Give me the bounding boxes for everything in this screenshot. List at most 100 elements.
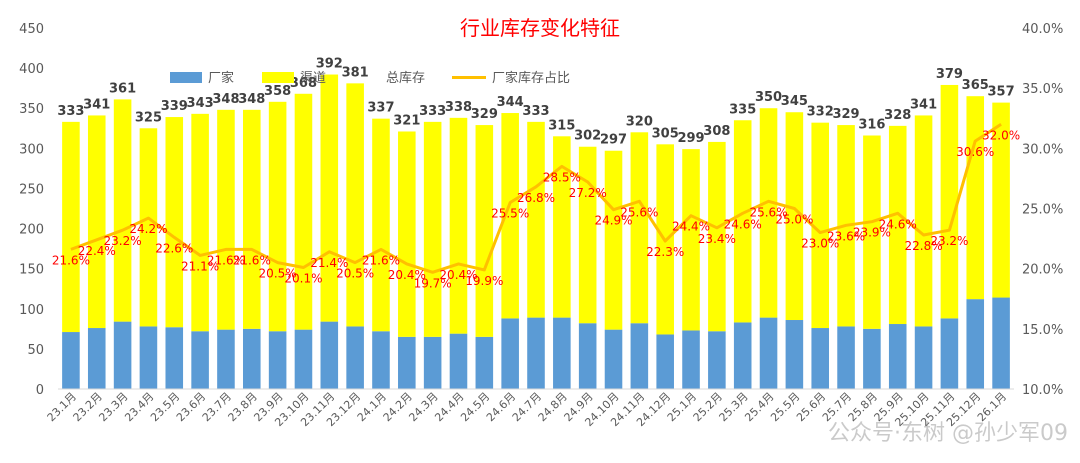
total-label: 297	[600, 133, 627, 148]
pct-label: 25.6%	[620, 205, 658, 219]
total-label: 368	[290, 76, 317, 91]
right-axis-tick-label: 20.0%	[1022, 263, 1063, 278]
pct-label: 24.6%	[879, 217, 917, 231]
legend-label-factory: 厂家	[208, 70, 234, 86]
bar-channel	[242, 109, 261, 329]
legend-label-share: 厂家库存占比	[492, 70, 570, 86]
total-label: 337	[367, 101, 394, 116]
bar-channel	[346, 83, 364, 327]
total-label: 358	[264, 84, 291, 99]
bar-factory	[346, 326, 364, 389]
bar-factory	[888, 324, 907, 389]
bar-factory	[682, 330, 700, 389]
bar-channel	[294, 93, 313, 330]
legend-swatch-channel	[262, 72, 294, 83]
pct-label: 23.0%	[801, 237, 839, 251]
pct-label: 32.0%	[982, 128, 1020, 142]
pct-label: 28.5%	[543, 170, 581, 184]
pct-label: 21.1%	[181, 259, 219, 273]
pct-label: 26.8%	[517, 191, 555, 205]
bar-factory	[398, 336, 416, 389]
pct-label: 19.9%	[465, 274, 503, 288]
total-label: 357	[988, 85, 1015, 100]
bar-factory	[656, 334, 674, 389]
total-label: 379	[936, 67, 963, 82]
pct-label: 20.4%	[439, 268, 477, 282]
bar-factory	[191, 331, 209, 389]
bar-factory	[87, 328, 106, 389]
bar-channel	[604, 150, 623, 330]
watermark-text: 公众号·东树 @孙少军09	[828, 421, 1068, 446]
right-axis-tick-label: 25.0%	[1022, 203, 1063, 218]
left-axis-tick-label: 200	[19, 223, 44, 238]
right-axis: 10.0% 15.0% 20.0% 25.0% 30.0% 35.0% 40.0%	[1022, 22, 1063, 398]
left-axis-tick-label: 250	[19, 182, 44, 197]
total-label: 316	[858, 117, 885, 132]
legend-label-total: 总库存	[386, 70, 425, 86]
left-axis-tick-label: 150	[19, 263, 44, 278]
bar-channel	[87, 115, 106, 329]
bar-factory	[268, 331, 287, 389]
bar-factory	[62, 332, 80, 389]
bar-factory	[139, 326, 158, 389]
pct-label: 22.8%	[905, 239, 943, 253]
bar-channel	[708, 141, 726, 332]
bar-channel	[811, 122, 830, 329]
watermark: 公众号·东树 @孙少军09	[828, 421, 1068, 446]
total-label: 381	[342, 65, 369, 80]
bar-factory	[992, 297, 1010, 389]
bar-channel	[165, 117, 184, 328]
legend-label-channel: 渠道	[300, 71, 326, 86]
total-label: 329	[471, 107, 498, 122]
pct-label: 21.6%	[233, 253, 271, 267]
total-label: 341	[83, 97, 110, 112]
pct-label: 21.4%	[310, 256, 348, 270]
pct-label: 23.2%	[104, 234, 142, 248]
bar-channel	[62, 121, 80, 333]
pct-label: 23.2%	[930, 234, 968, 248]
bar-factory	[733, 322, 752, 389]
bar-channel	[578, 146, 597, 324]
total-label: 338	[445, 100, 472, 115]
left-axis-tick-label: 100	[19, 303, 44, 318]
bar-channel	[475, 125, 494, 337]
right-axis-tick-label: 35.0%	[1022, 82, 1063, 97]
total-label: 348	[212, 92, 239, 107]
total-label: 321	[393, 113, 420, 128]
bar-channel	[682, 149, 700, 331]
pct-label: 20.1%	[284, 271, 322, 285]
bar-series	[62, 74, 1010, 389]
pct-label: 20.4%	[388, 268, 426, 282]
bar-factory	[811, 328, 830, 389]
pct-label: 23.4%	[698, 232, 736, 246]
pct-label: 20.5%	[336, 267, 374, 281]
pct-label: 24.6%	[724, 217, 762, 231]
bar-factory	[914, 326, 933, 389]
total-label: 365	[962, 78, 989, 93]
total-label: 299	[677, 131, 704, 146]
pct-label: 27.2%	[569, 186, 607, 200]
bar-factory	[423, 336, 442, 389]
total-label: 329	[832, 107, 859, 122]
bar-factory	[604, 329, 623, 389]
bar-factory	[759, 317, 778, 389]
total-label: 344	[497, 95, 524, 110]
bar-factory	[863, 328, 881, 389]
left-axis-tick-label: 300	[19, 142, 44, 157]
bar-factory	[553, 317, 571, 389]
pct-label: 24.2%	[129, 222, 167, 236]
bar-factory	[708, 331, 726, 389]
total-label: 361	[109, 81, 136, 96]
bar-channel	[863, 135, 881, 329]
bar-channel	[423, 121, 442, 337]
bar-channel	[113, 99, 132, 322]
total-label: 345	[781, 94, 808, 109]
total-label: 332	[807, 105, 834, 120]
bar-factory	[294, 329, 313, 389]
bar-channel	[553, 136, 571, 318]
bar-channel	[191, 113, 209, 332]
total-label: 343	[187, 96, 214, 111]
pct-label: 25.5%	[491, 206, 529, 220]
pct-label: 25.0%	[775, 213, 813, 227]
